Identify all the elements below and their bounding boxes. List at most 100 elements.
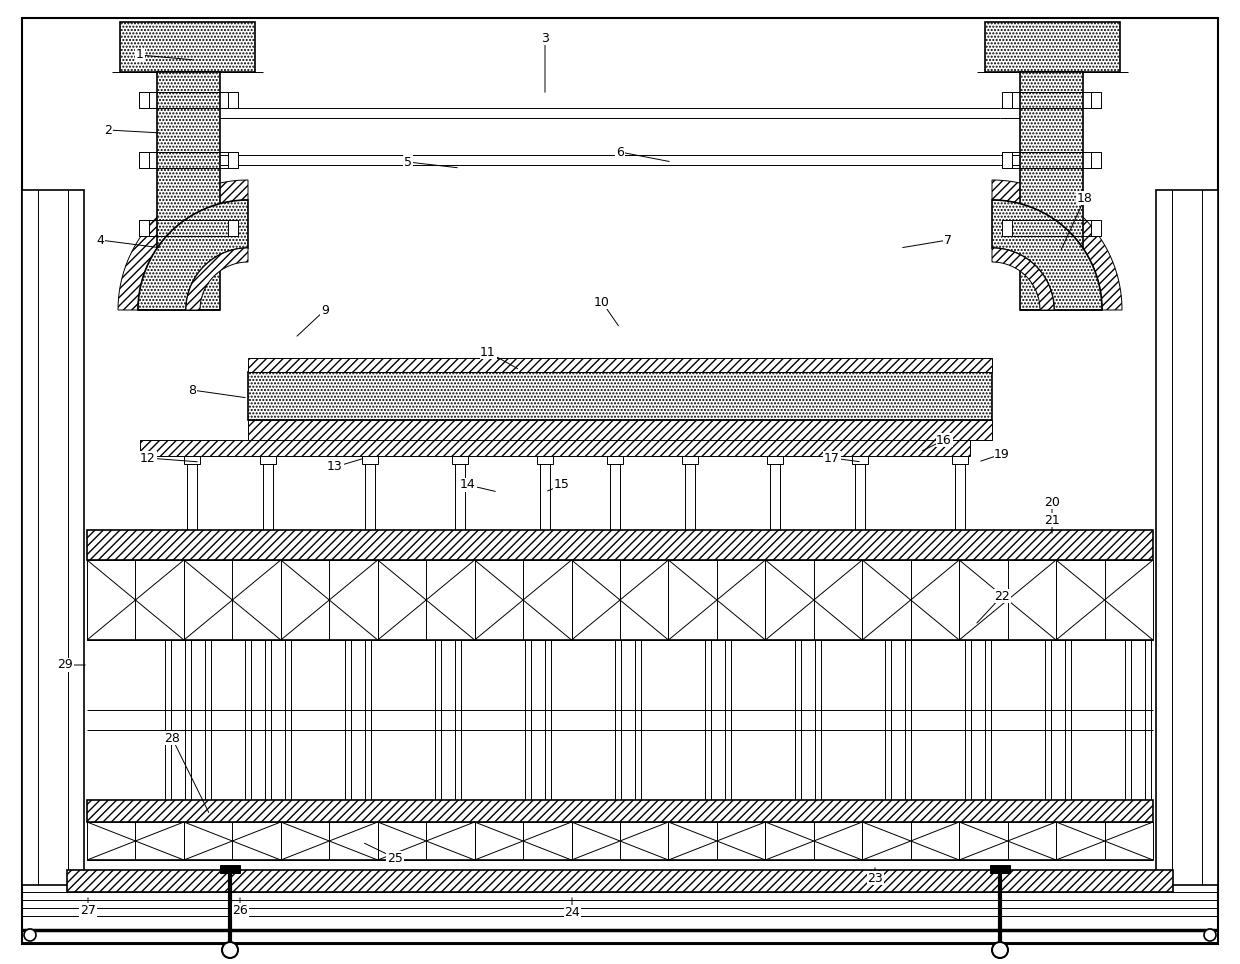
Bar bbox=[453, 456, 467, 464]
Bar bbox=[140, 440, 970, 456]
Bar bbox=[280, 560, 378, 640]
Bar bbox=[668, 560, 765, 640]
Bar bbox=[455, 456, 465, 530]
Polygon shape bbox=[1021, 72, 1083, 310]
Bar bbox=[546, 640, 551, 800]
Bar bbox=[1002, 152, 1012, 168]
Bar bbox=[365, 456, 374, 530]
Text: 19: 19 bbox=[994, 447, 1009, 461]
Bar bbox=[765, 560, 862, 640]
Text: 8: 8 bbox=[188, 384, 196, 396]
Bar bbox=[668, 822, 765, 860]
Bar bbox=[725, 640, 732, 800]
Text: 22: 22 bbox=[994, 590, 1009, 602]
Polygon shape bbox=[248, 372, 992, 420]
Bar bbox=[139, 92, 149, 108]
Bar bbox=[246, 640, 250, 800]
Bar bbox=[1091, 92, 1101, 108]
Circle shape bbox=[24, 929, 36, 941]
Bar bbox=[165, 640, 171, 800]
Polygon shape bbox=[120, 22, 255, 72]
Polygon shape bbox=[138, 200, 248, 310]
Text: 10: 10 bbox=[594, 296, 610, 308]
Polygon shape bbox=[992, 200, 1102, 310]
Circle shape bbox=[1204, 929, 1216, 941]
Text: 11: 11 bbox=[480, 345, 496, 359]
Bar bbox=[248, 358, 992, 372]
Bar bbox=[248, 420, 992, 440]
Bar bbox=[965, 640, 971, 800]
Bar bbox=[475, 822, 572, 860]
Bar bbox=[862, 822, 960, 860]
Bar bbox=[205, 640, 211, 800]
Bar bbox=[706, 640, 711, 800]
Text: 24: 24 bbox=[564, 905, 580, 919]
Bar bbox=[952, 456, 968, 464]
Bar bbox=[475, 560, 572, 640]
Polygon shape bbox=[992, 248, 1054, 310]
Bar bbox=[285, 640, 291, 800]
Bar bbox=[139, 220, 149, 236]
Bar bbox=[184, 456, 200, 464]
Bar bbox=[435, 640, 441, 800]
Bar bbox=[990, 865, 1011, 873]
Text: 14: 14 bbox=[460, 478, 476, 492]
Bar bbox=[682, 456, 698, 464]
Bar bbox=[87, 822, 184, 860]
Bar bbox=[885, 640, 892, 800]
Text: 28: 28 bbox=[164, 732, 180, 744]
Text: 3: 3 bbox=[541, 32, 549, 44]
Bar bbox=[905, 640, 911, 800]
Bar bbox=[635, 640, 641, 800]
Text: 7: 7 bbox=[944, 233, 952, 247]
Bar bbox=[345, 640, 351, 800]
Bar bbox=[185, 640, 191, 800]
Text: 13: 13 bbox=[327, 461, 343, 473]
Bar bbox=[87, 530, 1153, 560]
Bar bbox=[795, 640, 801, 800]
Bar bbox=[1145, 640, 1151, 800]
Bar bbox=[378, 560, 475, 640]
Bar bbox=[263, 456, 273, 530]
Polygon shape bbox=[985, 22, 1120, 72]
Bar bbox=[184, 822, 280, 860]
Text: 18: 18 bbox=[1078, 192, 1092, 204]
Text: 4: 4 bbox=[95, 233, 104, 247]
Bar bbox=[684, 456, 694, 530]
Text: 9: 9 bbox=[321, 304, 329, 316]
Bar bbox=[539, 456, 551, 530]
Text: 25: 25 bbox=[387, 851, 403, 865]
Bar bbox=[1091, 220, 1101, 236]
Text: 15: 15 bbox=[554, 478, 570, 492]
Bar bbox=[955, 456, 965, 530]
Text: 5: 5 bbox=[404, 155, 412, 169]
Bar bbox=[22, 190, 84, 885]
Polygon shape bbox=[992, 180, 1122, 310]
Bar bbox=[228, 152, 238, 168]
Text: 26: 26 bbox=[232, 903, 248, 917]
Bar bbox=[768, 456, 782, 464]
Bar bbox=[985, 640, 991, 800]
Bar bbox=[610, 456, 620, 530]
Bar bbox=[219, 865, 241, 873]
Bar bbox=[615, 640, 621, 800]
Bar bbox=[280, 822, 378, 860]
Bar bbox=[1065, 640, 1071, 800]
Bar bbox=[572, 560, 668, 640]
Bar bbox=[187, 456, 197, 530]
Bar bbox=[1156, 190, 1218, 885]
Bar bbox=[856, 456, 866, 530]
Bar bbox=[362, 456, 378, 464]
Text: 20: 20 bbox=[1044, 495, 1060, 508]
Text: 27: 27 bbox=[81, 903, 95, 917]
Bar bbox=[67, 870, 1173, 892]
Bar bbox=[862, 560, 960, 640]
Text: 21: 21 bbox=[1044, 514, 1060, 526]
Bar bbox=[608, 456, 622, 464]
Text: 23: 23 bbox=[867, 871, 883, 885]
Bar bbox=[87, 560, 184, 640]
Bar bbox=[228, 92, 238, 108]
Bar bbox=[1045, 640, 1052, 800]
Bar bbox=[1002, 220, 1012, 236]
Bar bbox=[1056, 822, 1153, 860]
